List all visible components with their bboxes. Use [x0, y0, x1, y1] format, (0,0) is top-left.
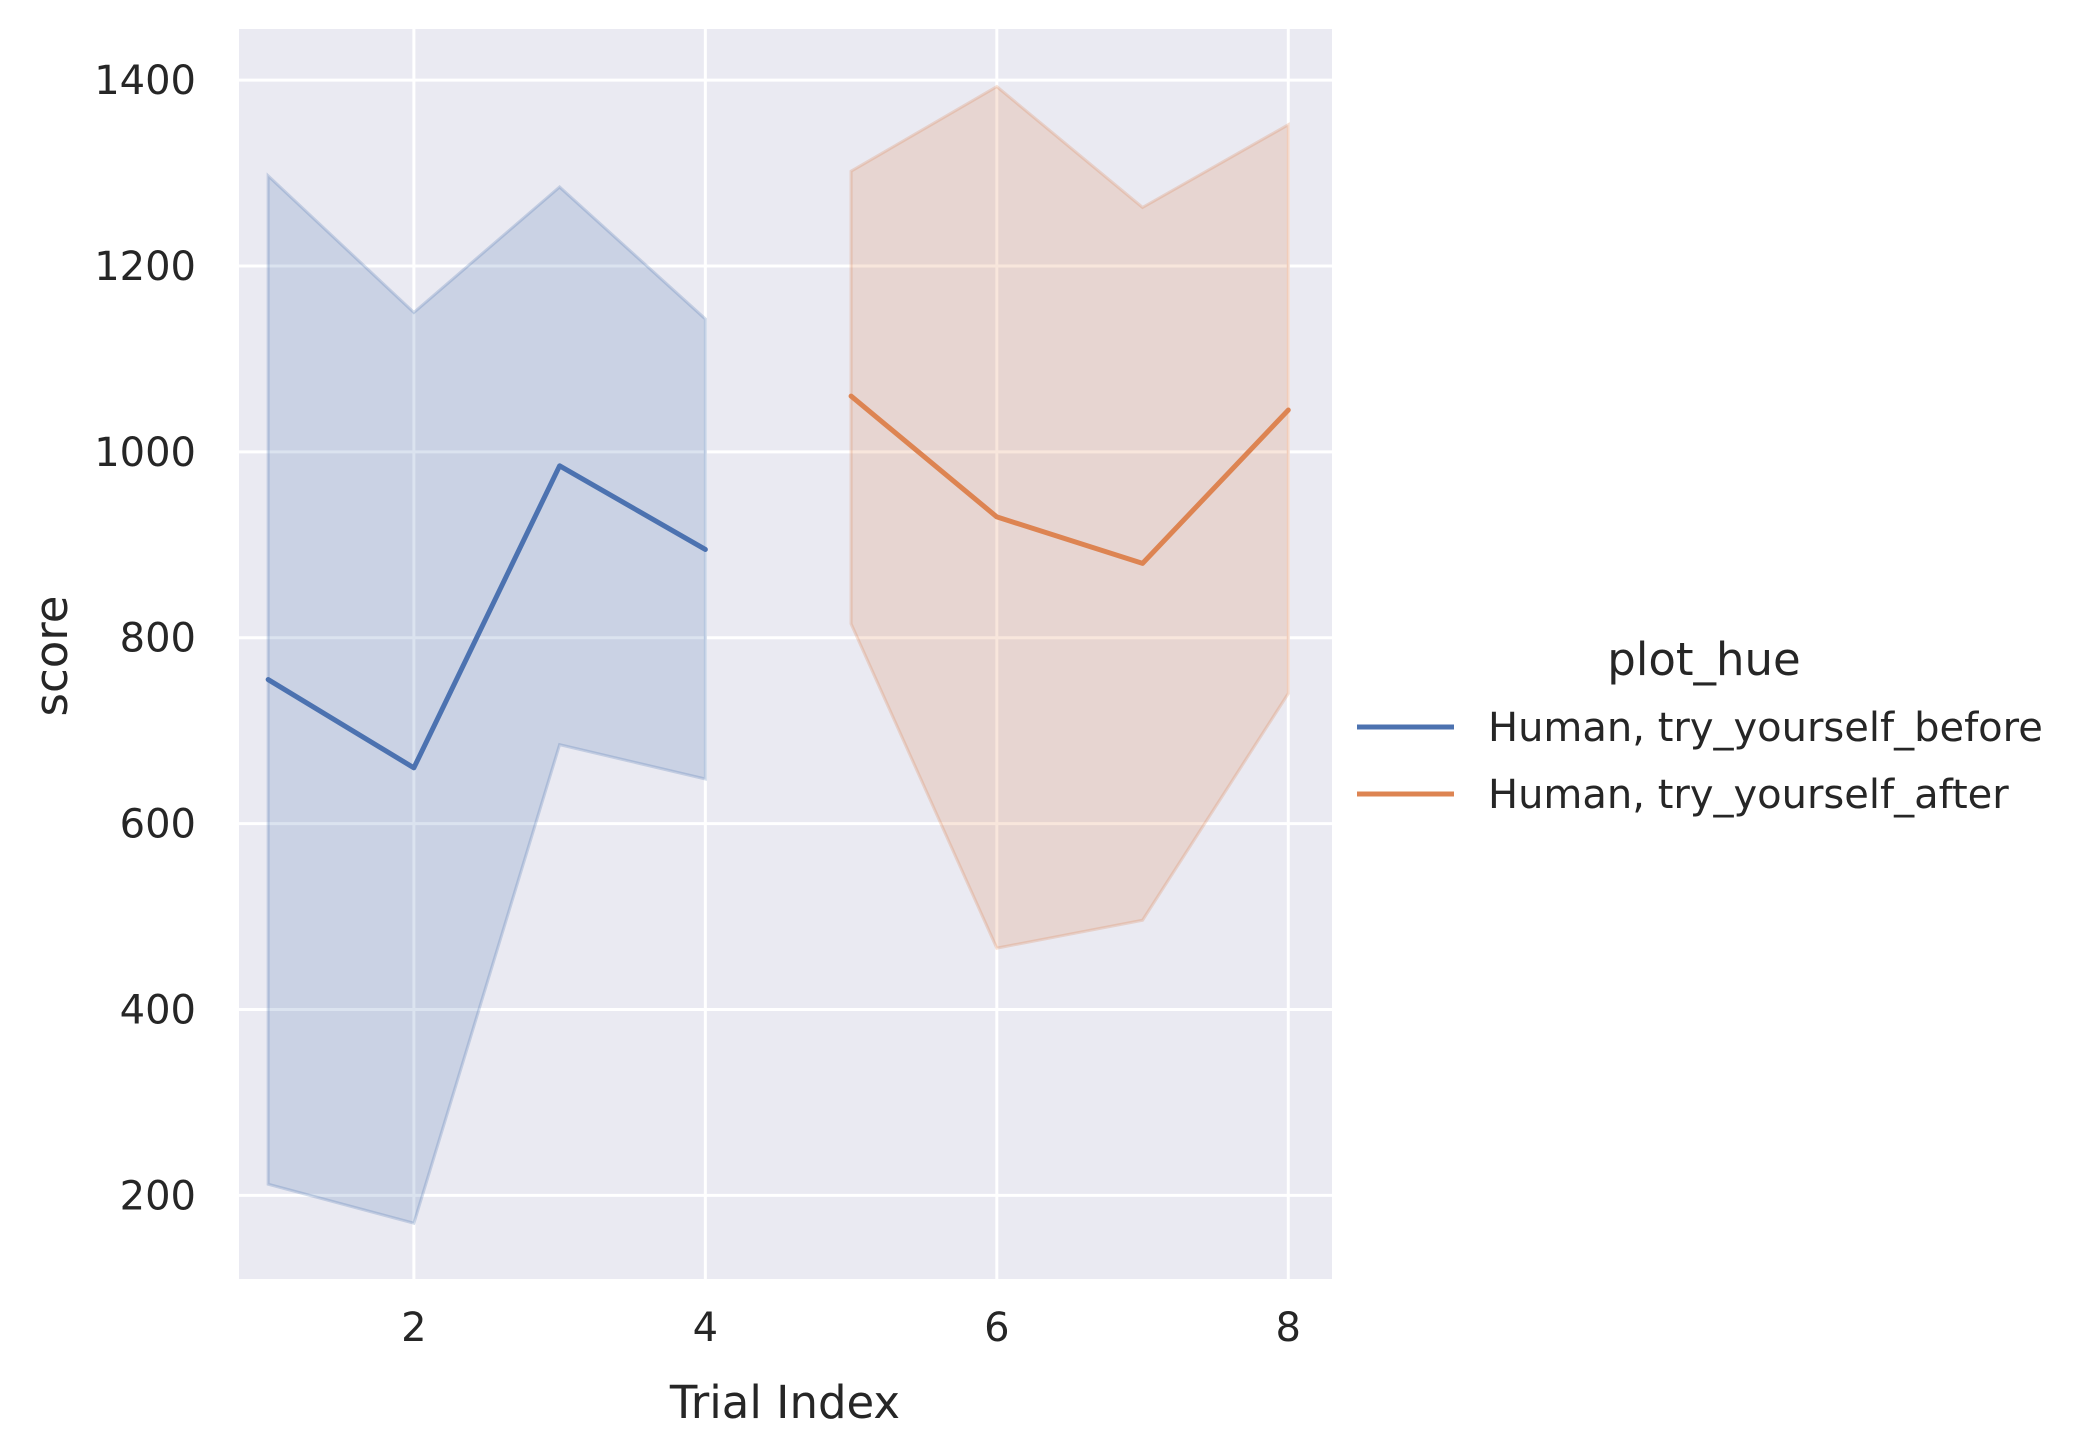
legend-items: Human, try_yourself_before Human, try_you…: [1357, 705, 2043, 818]
y-axis-label: score: [25, 596, 78, 717]
y-tick-label: 200: [120, 1173, 196, 1219]
x-tick-label: 4: [693, 1305, 718, 1351]
x-axis-label: Trial Index: [669, 1376, 900, 1429]
legend-title: plot_hue: [1607, 633, 1800, 686]
legend-label-1: Human, try_yourself_before: [1488, 705, 2043, 751]
legend: plot_hue Human, try_yourself_beforeHuman…: [1357, 633, 2043, 818]
y-tick-label: 1000: [94, 430, 196, 476]
confidence-band-series-2: [849, 84, 1290, 950]
series-line-1: [265, 463, 708, 771]
y-tick-label: 400: [120, 987, 196, 1033]
confidence-bands: [266, 84, 1290, 1226]
x-tick-label: 8: [1276, 1305, 1301, 1351]
series-line-2: [848, 393, 1291, 566]
y-tick-label: 800: [120, 616, 196, 662]
legend-label-2: Human, try_yourself_after: [1488, 772, 2009, 818]
y-tick-label: 1200: [94, 244, 196, 290]
y-tick-label: 1400: [94, 58, 196, 104]
y-tick-labels: 200 400 600 800 1000 1200 1400: [94, 58, 196, 1219]
x-tick-label: 2: [401, 1305, 426, 1351]
x-tick-labels: 2 4 6 8: [401, 1305, 1301, 1351]
plot-background: [239, 29, 1332, 1279]
grid-lines: [239, 29, 1332, 1279]
confidence-band-series-1: [266, 172, 707, 1226]
x-tick-label: 6: [984, 1305, 1009, 1351]
series-lines: [265, 393, 1291, 771]
y-tick-label: 600: [120, 802, 196, 848]
